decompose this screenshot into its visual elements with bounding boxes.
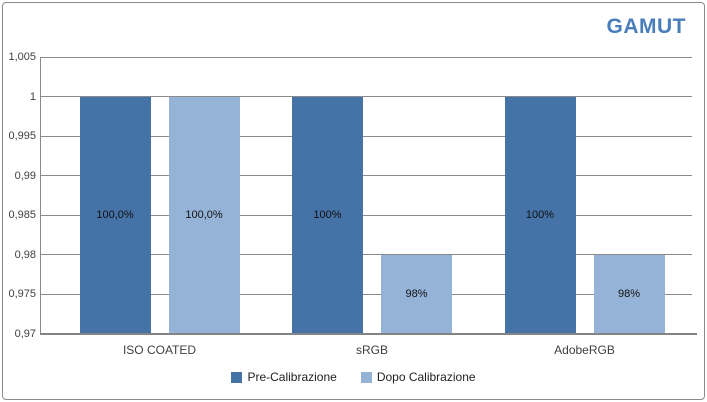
legend-item-pre-calibrazione: Pre-Calibrazione [231, 370, 337, 384]
legend-label: Dopo Calibrazione [376, 370, 476, 384]
bar-value-label: 98% [405, 288, 428, 301]
y-tick-label: 1,005 [8, 51, 36, 63]
dopo-calibrazione-bar-iso-coated: 100,0% [168, 96, 240, 334]
bar-value-label: 100,0% [96, 209, 134, 222]
bar-value-label: 100% [525, 209, 555, 222]
gridline-0-99 [40, 175, 692, 177]
pre-calibrazione-bar-srgb: 100% [292, 96, 363, 334]
category-label-srgb: sRGB [355, 343, 388, 357]
chart-title: GAMUT [606, 15, 686, 38]
y-tick-label: 0,995 [8, 130, 36, 143]
legend-swatch-icon [360, 371, 372, 383]
y-tick-label: 1 [29, 90, 36, 103]
legend-swatch-icon [231, 371, 243, 383]
y-tick-label: 0,97 [14, 328, 36, 340]
legend-label: Pre-Calibrazione [247, 370, 337, 384]
category-label-adobergb: AdobeRGB [554, 343, 615, 357]
gridline-1-005 [40, 56, 692, 58]
legend-item-dopo-calibrazione: Dopo Calibrazione [360, 370, 476, 384]
y-tick-label: 0,98 [14, 248, 36, 261]
y-tick-label: 0,985 [8, 209, 36, 222]
gridline-0-995 [40, 135, 692, 137]
y-axis-line [40, 57, 41, 334]
bar-value-label: 100% [313, 209, 342, 222]
pre-calibrazione-bar-adobergb: 100% [504, 96, 576, 334]
gridline-0-975 [40, 293, 692, 295]
category-label-iso-coated: ISO COATED [122, 343, 197, 357]
bar-value-label: 100,0% [185, 209, 223, 222]
bar-value-label: 98% [617, 288, 641, 301]
y-tick-label: 0,975 [8, 288, 36, 301]
pre-calibrazione-bar-iso-coated: 100,0% [79, 96, 151, 334]
gridline-0-98 [40, 254, 692, 256]
x-axis-line [40, 333, 697, 335]
gridline-1 [40, 96, 692, 98]
legend: Pre-Calibrazione Dopo Calibrazione [0, 370, 707, 384]
gridline-0-985 [40, 214, 692, 216]
dopo-calibrazione-bar-adobergb: 98% [593, 254, 665, 334]
y-tick-label: 0,99 [14, 169, 36, 182]
dopo-calibrazione-bar-srgb: 98% [381, 254, 452, 334]
